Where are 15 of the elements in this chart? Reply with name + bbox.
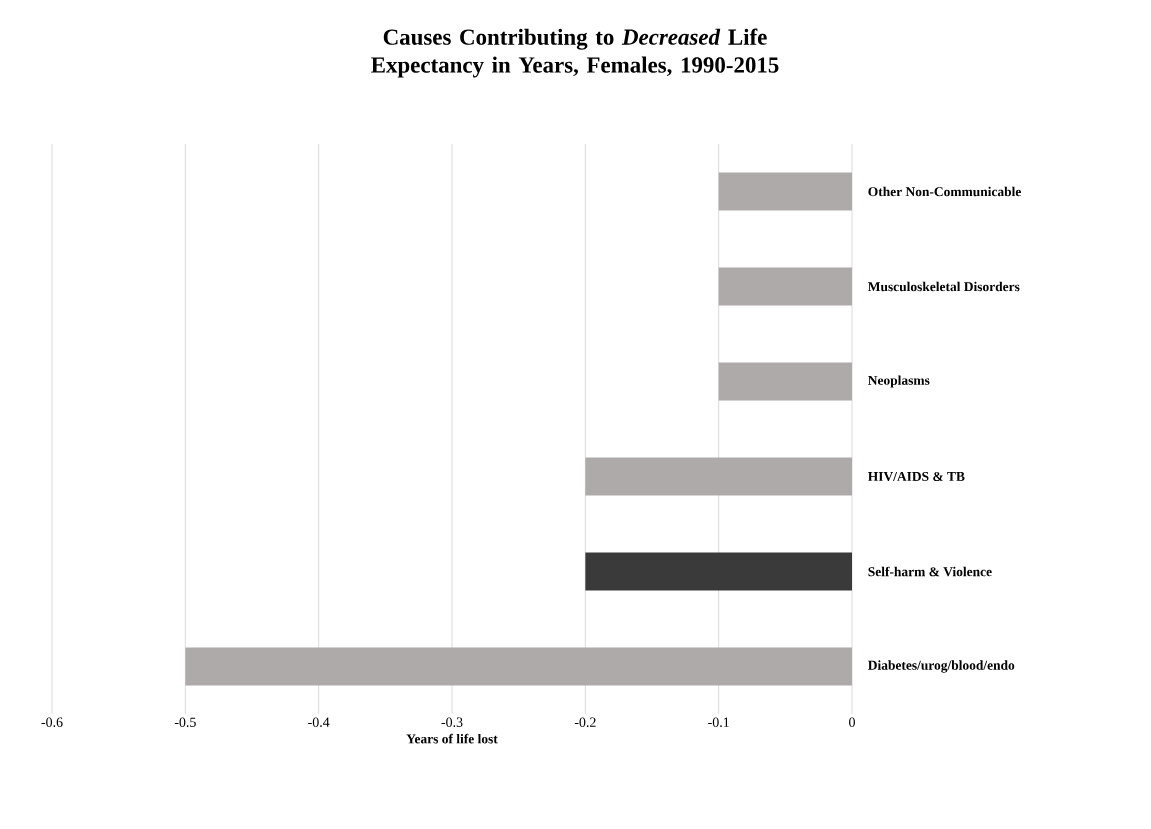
y-tick-label: Neoplasms [868,375,930,388]
x-tick-label: -0.4 [308,717,330,727]
x-tick-label: -0.6 [41,717,63,727]
x-tick-label: -0.5 [174,717,196,727]
y-tick-label: Other Non-Communicable [868,186,1021,197]
x-tick-label: 0 [849,717,855,727]
y-tick-label: Musculoskeletal Disorders [868,281,1020,292]
y-tick-label: HIV/AIDS & TB [868,471,965,482]
y-tick-label: Self-harm & Violence [868,566,992,577]
x-tick-label: -0.2 [574,717,596,727]
y-tick-label: Diabetes/urog/blood/endo [868,660,1015,673]
chart-title: Causes Contributing to Decreased Life Expectancy in Years, Females, 1990-2015 [371,28,779,78]
x-tick-label: -0.1 [708,717,729,727]
x-axis-title: Years of life lost [406,733,498,744]
x-tick-label: -0.3 [441,717,463,727]
